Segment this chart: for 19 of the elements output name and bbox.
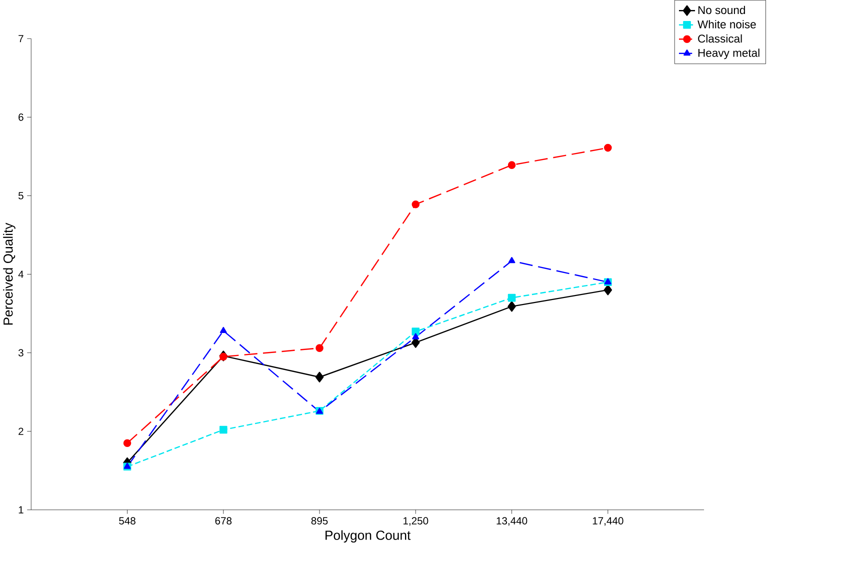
- legend-label: Classical: [698, 34, 742, 42]
- y-tick-label: 3: [18, 348, 24, 356]
- x-tick-label: 895: [311, 516, 328, 524]
- y-axis-title: Perceived Quality: [3, 222, 16, 324]
- x-tick-label: 1,250: [404, 516, 428, 526]
- legend-label: Heavy metal: [698, 48, 760, 59]
- y-tick-label: 6: [18, 113, 24, 121]
- legend-label: No sound: [698, 6, 745, 14]
- x-tick-label: 17,440: [592, 516, 624, 526]
- y-tick-label: 2: [18, 427, 24, 435]
- x-tick-label: 678: [215, 516, 232, 524]
- legend-label: White noise: [698, 20, 756, 28]
- x-tick-label: 548: [119, 516, 136, 524]
- y-tick-label: 5: [18, 192, 24, 200]
- x-tick-label: 13,440: [496, 516, 528, 526]
- y-tick-label: 1: [18, 506, 24, 514]
- x-axis-title: Polygon Count: [326, 530, 411, 542]
- y-tick-label: 4: [18, 270, 24, 278]
- y-tick-label: 7: [18, 34, 24, 42]
